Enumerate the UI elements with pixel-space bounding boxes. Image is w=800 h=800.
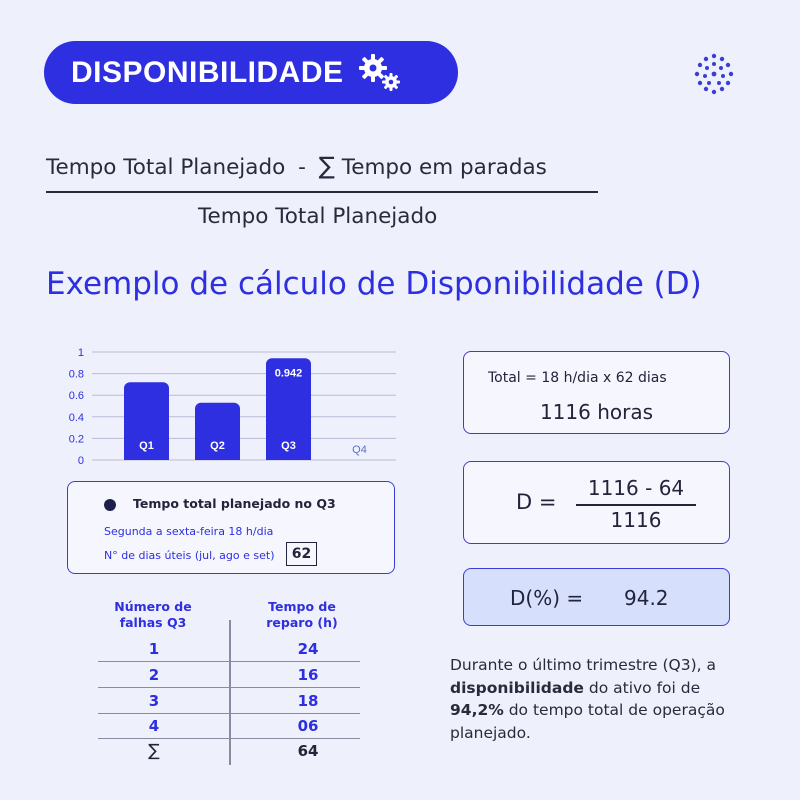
x-tick-label: Q1 bbox=[139, 440, 154, 452]
conclusion-part: do ativo foi de bbox=[583, 678, 701, 697]
row-divider bbox=[98, 738, 360, 739]
table-cell: 24 bbox=[297, 640, 319, 658]
sum-symbol: ∑ bbox=[318, 152, 335, 180]
conclusion-text: Durante o último trimestre (Q3), a dispo… bbox=[450, 654, 750, 744]
y-tick-label: 0.4 bbox=[69, 412, 84, 424]
formula-denominator: Tempo Total Planejado bbox=[198, 204, 438, 229]
row-divider bbox=[98, 687, 360, 688]
bar-chart: 0 0.2 0.4 0.6 0.8 1 Q1 Q2 Q3 0.942 Q4 bbox=[69, 347, 396, 467]
col-repair-header: Tempo de reparo (h) bbox=[252, 599, 352, 631]
table-cell: 16 bbox=[297, 666, 319, 684]
table-cell: 1 bbox=[148, 640, 160, 658]
table-cell: 4 bbox=[148, 717, 160, 735]
bullet-dot bbox=[104, 499, 116, 511]
total-formula: Total = 18 h/dia x 62 dias bbox=[488, 370, 667, 386]
col-failures-header: Número de falhas Q3 bbox=[103, 599, 203, 631]
formula-numerator-left: Tempo Total Planejado bbox=[46, 155, 286, 180]
d-formula-box: D = 1116 - 64 1116 bbox=[463, 461, 730, 544]
gears-icon bbox=[358, 53, 400, 91]
planned-time-box: Tempo total planejado no Q3 Segunda a se… bbox=[67, 481, 395, 574]
bar bbox=[266, 358, 311, 460]
d-label: D = bbox=[516, 490, 557, 514]
total-hours-box: Total = 18 h/dia x 62 dias 1116 horas bbox=[463, 351, 730, 434]
col-repair-header-l2: reparo (h) bbox=[266, 615, 338, 630]
formula-numerator-right: Tempo em paradas bbox=[341, 155, 547, 180]
x-tick-label: Q2 bbox=[210, 440, 225, 452]
d-numerator: 1116 - 64 bbox=[587, 476, 685, 500]
y-tick-label: 0.6 bbox=[69, 390, 84, 402]
info-heading: Tempo total planejado no Q3 bbox=[133, 496, 336, 511]
col-repair-header-l1: Tempo de bbox=[268, 599, 336, 614]
conclusion-part: Durante o último trimestre (Q3), a bbox=[450, 656, 716, 674]
info-hours-line: Segunda a sexta-feira 18 h/dia bbox=[104, 525, 274, 538]
header-pill: DISPONIBILIDADE bbox=[44, 41, 458, 104]
dot-circle-logo bbox=[694, 53, 734, 95]
page-title: DISPONIBILIDADE bbox=[71, 55, 344, 89]
info-days-line: N° de dias úteis (jul, ago e set) bbox=[104, 549, 275, 562]
y-tick-label: 1 bbox=[78, 347, 84, 359]
table-cell: 06 bbox=[297, 717, 319, 735]
table-cell: 2 bbox=[148, 666, 160, 684]
table-divider bbox=[229, 620, 231, 765]
formula-numerator: Tempo Total Planejado - ∑ Tempo em parad… bbox=[46, 152, 547, 180]
bar-base bbox=[266, 454, 311, 460]
x-tick-label: Q3 bbox=[281, 440, 296, 452]
bar-base bbox=[124, 454, 169, 460]
row-divider bbox=[98, 713, 360, 714]
conclusion-bold: 94,2% bbox=[450, 701, 504, 719]
conclusion-bold: disponibilidade bbox=[450, 678, 584, 697]
total-hours: 1116 horas bbox=[539, 400, 654, 424]
sum-value: 64 bbox=[297, 742, 319, 760]
days-count: 62 bbox=[286, 542, 317, 566]
d-percent-value: 94.2 bbox=[624, 586, 669, 610]
y-tick-label: 0 bbox=[78, 455, 84, 467]
col-failures-header-l1: Número de bbox=[114, 599, 192, 614]
x-tick-label: Q4 bbox=[352, 444, 367, 456]
y-tick-label: 0.8 bbox=[69, 369, 84, 381]
formula-minus: - bbox=[298, 155, 306, 180]
sum-symbol: ∑ bbox=[148, 741, 160, 761]
conclusion-part: do tempo total de operação planejado. bbox=[450, 701, 725, 742]
bar-base bbox=[195, 454, 240, 460]
fraction-bar bbox=[46, 191, 598, 193]
bar bbox=[124, 382, 169, 460]
d-percent-box: D(%) = 94.2 bbox=[463, 568, 730, 626]
d-fraction-bar bbox=[576, 504, 696, 506]
section-title: Exemplo de cálculo de Disponibilidade (D… bbox=[46, 266, 702, 302]
bar bbox=[195, 402, 240, 460]
row-divider bbox=[98, 661, 360, 662]
d-percent-label: D(%) = bbox=[510, 586, 584, 610]
table-cell: 18 bbox=[297, 692, 319, 710]
data-label: 0.942 bbox=[275, 367, 303, 379]
table-cell: 3 bbox=[148, 692, 160, 710]
col-failures-header-l2: falhas Q3 bbox=[119, 615, 187, 630]
d-denominator: 1116 bbox=[610, 508, 662, 532]
y-tick-label: 0.2 bbox=[69, 433, 84, 445]
